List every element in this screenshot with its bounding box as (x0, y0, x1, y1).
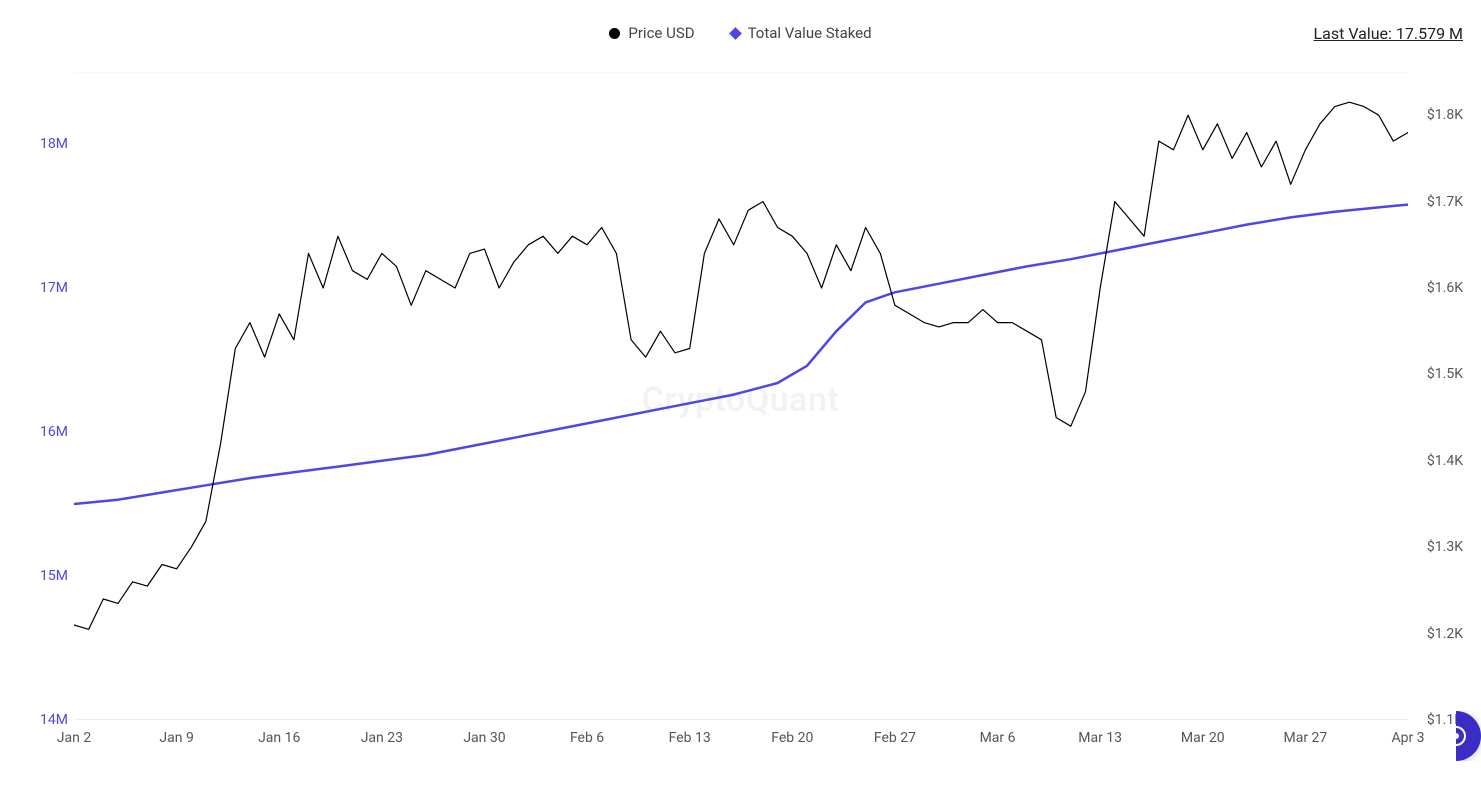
y-right-tick-label: $1.2K (1427, 626, 1463, 642)
x-tick-label: Mar 13 (1078, 730, 1122, 746)
diamond-icon (729, 27, 742, 40)
x-tick-label: Feb 6 (570, 730, 604, 746)
x-tick-label: Apr 3 (1391, 730, 1424, 746)
circle-icon (609, 28, 620, 39)
y-left-tick-label: 15M (20, 568, 68, 584)
y-right-tick-label: $1.3K (1427, 539, 1463, 555)
x-tick-label: Feb 20 (771, 730, 813, 746)
chart-plot-area[interactable] (74, 72, 1408, 720)
x-tick-label: Jan 30 (463, 730, 505, 746)
legend-item-staked[interactable]: Total Value Staked (731, 24, 872, 42)
x-tick-label: Jan 9 (159, 730, 193, 746)
x-tick-label: Jan 23 (361, 730, 403, 746)
legend-label-staked: Total Value Staked (748, 24, 872, 42)
y-right-tick-label: $1.8K (1427, 107, 1463, 123)
legend-item-price[interactable]: Price USD (609, 24, 694, 42)
x-tick-label: Feb 27 (874, 730, 916, 746)
series-price-line (74, 102, 1408, 629)
x-tick-label: Mar 6 (980, 730, 1016, 746)
y-right-tick-label: $1.6K (1427, 280, 1463, 296)
x-tick-label: Jan 2 (57, 730, 91, 746)
y-left-tick-label: 18M (20, 136, 68, 152)
x-tick-label: Feb 13 (669, 730, 711, 746)
x-tick-label: Mar 27 (1283, 730, 1327, 746)
x-tick-label: Jan 16 (258, 730, 300, 746)
series-staked-line (74, 205, 1408, 504)
y-left-tick-label: 16M (20, 424, 68, 440)
y-right-tick-label: $1.4K (1427, 453, 1463, 469)
y-right-tick-label: $1.5K (1427, 366, 1463, 382)
legend-label-price: Price USD (628, 24, 694, 42)
y-left-tick-label: 14M (20, 712, 68, 728)
y-right-tick-label: $1.7K (1427, 194, 1463, 210)
y-left-tick-label: 17M (20, 280, 68, 296)
chart-svg (74, 72, 1408, 720)
last-value-readout[interactable]: Last Value: 17.579 M (1314, 24, 1463, 43)
chart-legend: Price USD Total Value Staked (0, 24, 1481, 42)
x-tick-label: Mar 20 (1181, 730, 1225, 746)
